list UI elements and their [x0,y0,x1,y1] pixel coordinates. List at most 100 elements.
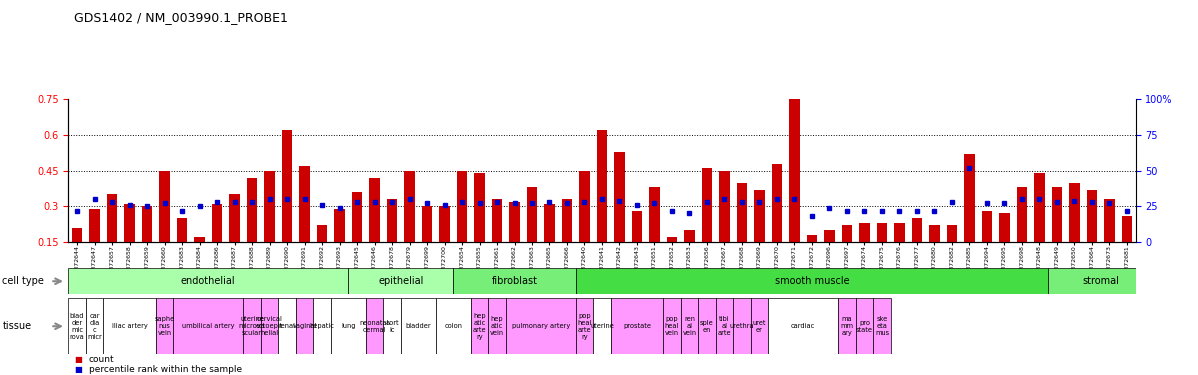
Bar [369,178,380,242]
Text: pop
heal
arte
ry: pop heal arte ry [577,313,592,340]
Bar [768,298,839,354]
Text: pop
heal
vein: pop heal vein [665,316,679,336]
Bar [684,230,695,242]
Text: fibroblast: fibroblast [491,276,538,286]
Bar [873,298,891,354]
Bar [387,199,398,242]
Bar [68,268,349,294]
Text: iliac artery: iliac artery [111,323,147,329]
Bar [1052,187,1063,242]
Bar [90,209,99,242]
Text: tissue: tissue [2,321,31,331]
Text: prostate: prostate [623,323,651,329]
Bar [576,298,593,354]
Text: hep
atic
arte
ry: hep atic arte ry [473,313,486,340]
Bar [649,187,660,242]
Text: endothelial: endothelial [181,276,236,286]
Text: ren
al
vein: ren al vein [683,316,696,336]
Bar [72,228,83,242]
Bar [597,130,607,242]
Bar [580,171,589,242]
Bar [593,298,611,354]
Bar [698,298,715,354]
Bar [912,218,922,242]
Bar [576,268,1048,294]
Bar [474,173,485,242]
Text: umbilical artery: umbilical artery [182,323,235,329]
Bar [999,213,1010,242]
Text: cardiac: cardiac [791,323,816,329]
Bar [702,168,713,242]
Text: lung: lung [341,323,356,329]
Bar [1034,173,1045,242]
Bar [772,164,782,242]
Text: aort
ic: aort ic [386,320,399,333]
Bar [68,298,86,354]
Bar [296,298,313,354]
Bar [824,230,835,242]
Bar [243,298,261,354]
Text: hepatic: hepatic [309,323,334,329]
Text: epithelial: epithelial [379,276,423,286]
Bar [177,218,187,242]
Text: urethra: urethra [730,323,755,329]
Text: saphe
nus
vein: saphe nus vein [155,316,175,336]
Bar [404,171,415,242]
Bar [1017,187,1027,242]
Bar [194,237,205,242]
Bar [680,298,698,354]
Bar [733,298,751,354]
Bar [509,201,520,242]
Bar [156,298,174,354]
Text: blad
der
mic
rova: blad der mic rova [69,313,84,340]
Bar [278,298,296,354]
Bar [349,268,453,294]
Bar [331,298,365,354]
Bar [159,171,170,242]
Bar [261,298,278,354]
Bar [631,211,642,242]
Text: ske
eta
mus: ske eta mus [875,316,889,336]
Text: pro
state: pro state [857,320,873,333]
Text: count: count [89,355,114,364]
Bar [1069,183,1079,242]
Text: neonatal
dermal: neonatal dermal [359,320,389,333]
Text: sple
en: sple en [700,320,714,333]
Bar [715,298,733,354]
Bar [719,171,730,242]
Bar [544,204,555,242]
Bar [562,199,573,242]
Text: bladder: bladder [405,323,431,329]
Bar [334,209,345,242]
Bar [247,178,258,242]
Bar [229,194,240,242]
Text: ma
mm
ary: ma mm ary [841,316,853,336]
Text: vaginal: vaginal [292,323,316,329]
Text: stromal: stromal [1082,276,1119,286]
Bar [842,225,852,242]
Bar [755,190,764,242]
Bar [300,166,310,242]
Bar [440,206,449,242]
Bar [313,298,331,354]
Bar [86,298,103,354]
Text: uterine: uterine [591,323,613,329]
Bar [877,223,888,242]
Bar [401,298,436,354]
Bar [1087,190,1097,242]
Bar [664,298,680,354]
Bar [107,194,117,242]
Bar [859,223,870,242]
Bar [839,298,855,354]
Bar [806,235,817,242]
Bar [894,223,904,242]
Bar [352,192,362,242]
Bar [436,298,471,354]
Bar [981,211,992,242]
Bar [930,225,939,242]
Text: car
dia
c
micr: car dia c micr [87,313,102,340]
Bar [383,298,401,354]
Text: renal: renal [278,323,296,329]
Bar [141,206,152,242]
Text: uret
er: uret er [752,320,767,333]
